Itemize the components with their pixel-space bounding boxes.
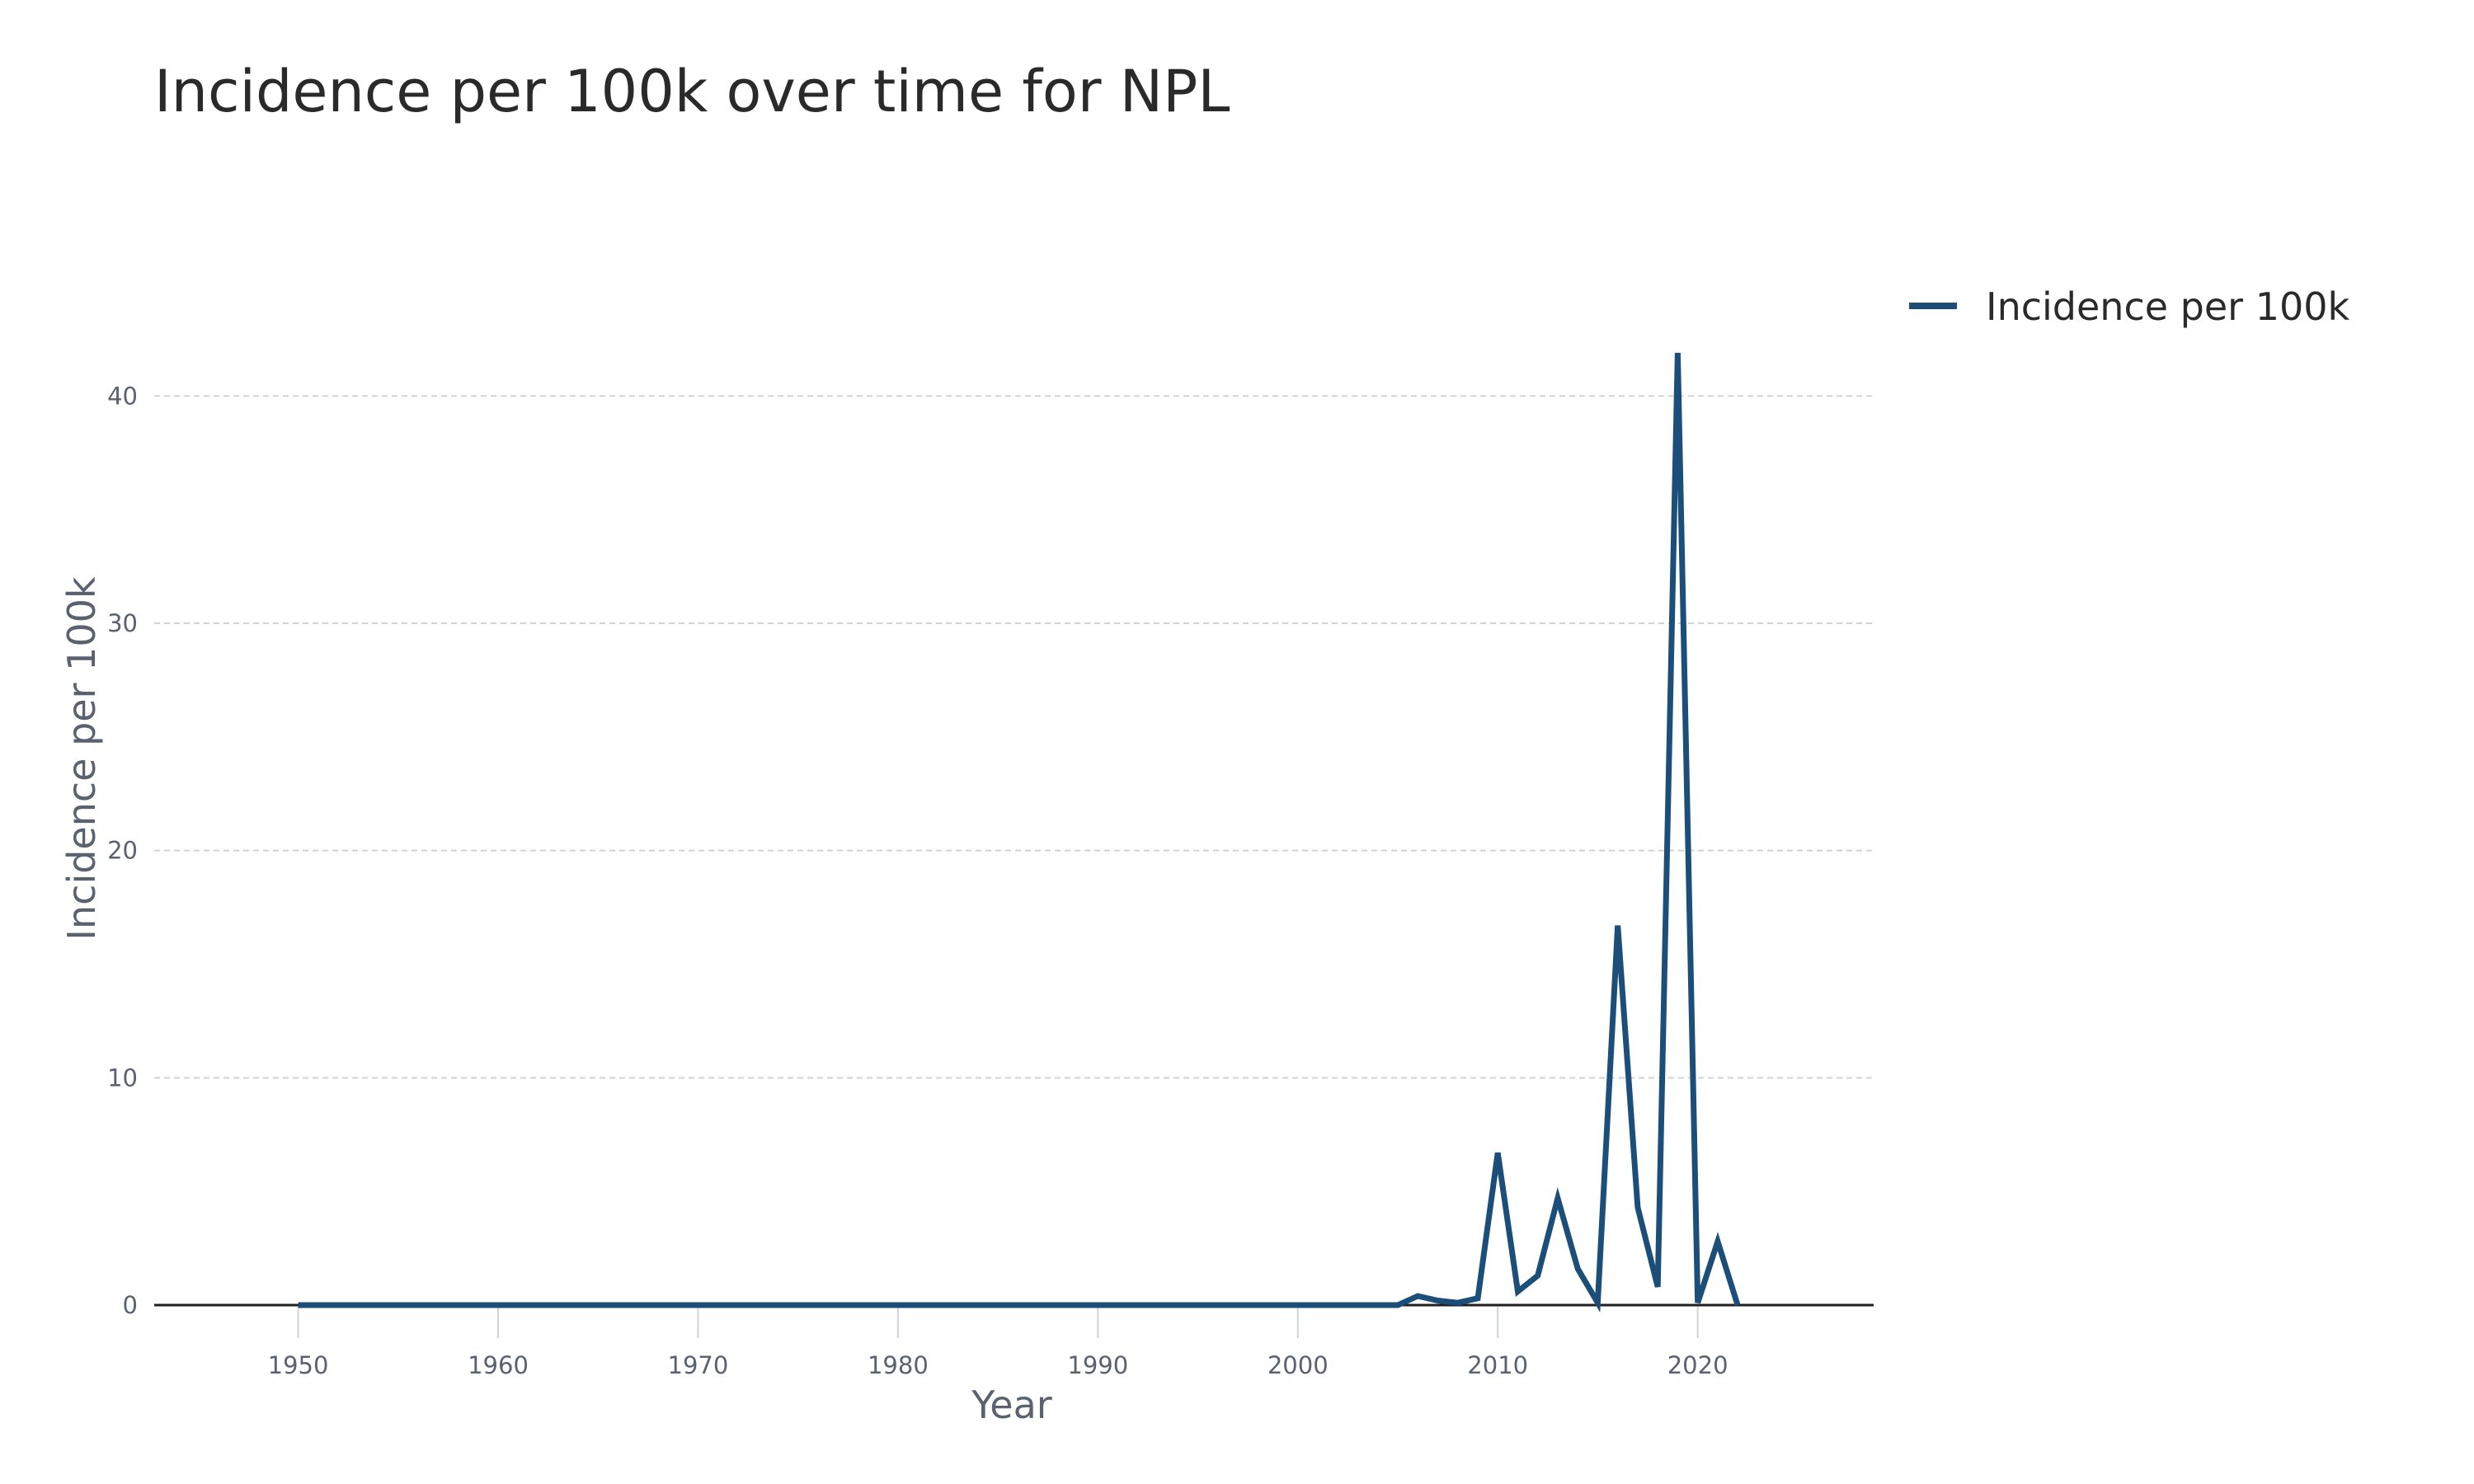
x-axis-title: Year xyxy=(971,1383,1051,1427)
axes: 0 10 20 30 40 1950 1960 1970 1980 1990 2000 2010 202… xyxy=(107,382,1874,1379)
x-tick-label: 2010 xyxy=(1467,1351,1528,1379)
x-tick-label: 1960 xyxy=(468,1351,529,1379)
y-tick-label: 20 xyxy=(107,837,138,865)
y-tick-label: 0 xyxy=(123,1291,138,1319)
legend-label: Incidence per 100k xyxy=(1986,284,2349,329)
y-tick-label: 10 xyxy=(107,1064,138,1092)
x-tick-label: 1950 xyxy=(268,1351,329,1379)
x-tick-label: 2000 xyxy=(1268,1351,1329,1379)
x-tick-label: 2020 xyxy=(1667,1351,1729,1379)
legend[interactable]: Incidence per 100k xyxy=(1909,284,2349,329)
y-tick-label: 30 xyxy=(107,609,138,637)
x-tick-label: 1990 xyxy=(1067,1351,1128,1379)
chart-title: Incidence per 100k over time for NPL xyxy=(154,58,1230,125)
x-tick-label: 1970 xyxy=(668,1351,729,1379)
series-layer xyxy=(298,352,1741,1313)
series-line xyxy=(298,352,1741,1313)
y-tick-label: 40 xyxy=(107,382,138,410)
y-axis-title: Incidence per 100k xyxy=(59,576,104,940)
x-tick-label: 1980 xyxy=(868,1351,929,1379)
